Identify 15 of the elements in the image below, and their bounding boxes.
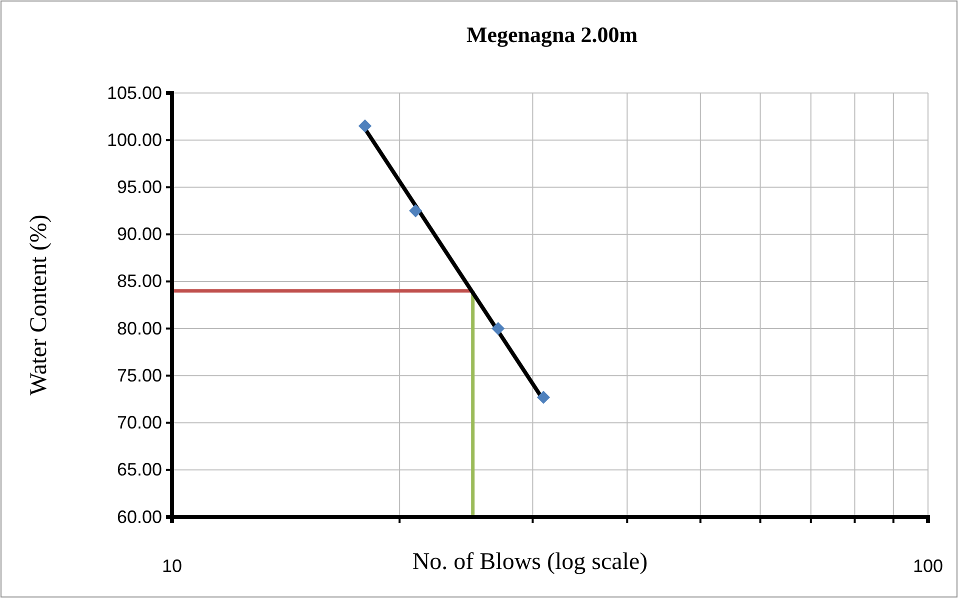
y-tick-label: 60.00 — [116, 506, 162, 527]
x-tick-label: 10 — [162, 556, 182, 576]
y-tick-label: 85.00 — [116, 271, 162, 292]
x-axis-title: No. of Blows (log scale) — [412, 549, 648, 575]
y-tick-label: 80.00 — [116, 318, 162, 338]
chart-title: Megenagna 2.00m — [466, 22, 638, 47]
y-axis-title: Water Content (%) — [26, 214, 52, 396]
y-tick-label: 75.00 — [116, 365, 162, 386]
y-tick-label: 65.00 — [116, 460, 162, 480]
y-tick-label: 100.00 — [106, 130, 162, 150]
y-tick-label: 95.00 — [116, 176, 162, 197]
x-tick-label: 100 — [912, 556, 944, 576]
y-tick-label: 90.00 — [116, 224, 162, 244]
y-tick-label: 70.00 — [116, 412, 162, 433]
y-tick-label: 105.00 — [106, 82, 162, 103]
